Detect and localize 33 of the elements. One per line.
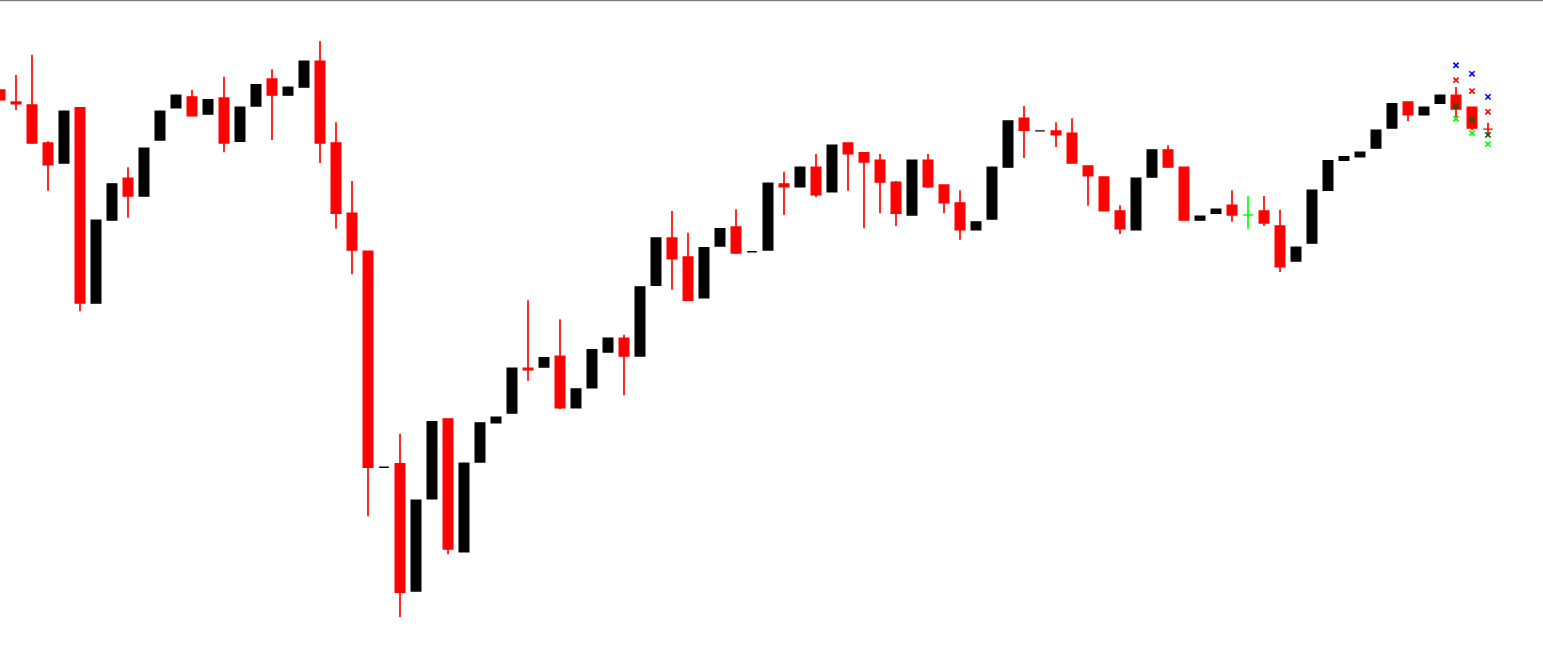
- point: [1484, 93, 1492, 101]
- candlestick: [1018, 105, 1030, 159]
- candlestick: [618, 333, 630, 397]
- point: [1468, 129, 1476, 137]
- candlestick: [1258, 195, 1270, 227]
- candlestick: [1114, 204, 1126, 235]
- candlestick: [666, 210, 678, 291]
- candlestick: [1162, 144, 1174, 169]
- candlestick: [1226, 189, 1238, 223]
- point: [1452, 61, 1460, 69]
- point: [1484, 108, 1492, 116]
- point: [1468, 70, 1476, 78]
- point: [1484, 131, 1492, 139]
- candlestick: [1082, 165, 1094, 207]
- candlestick: [570, 388, 582, 409]
- candlestick: [858, 151, 870, 230]
- point: [1468, 87, 1476, 95]
- candlestick: [938, 184, 950, 215]
- candlestick: [250, 84, 262, 107]
- point: [1452, 76, 1460, 84]
- candlestick: [186, 89, 198, 117]
- candlestick: [794, 166, 806, 188]
- candlestick: [522, 299, 534, 382]
- candlestick: [1050, 121, 1062, 148]
- point: [1484, 140, 1492, 148]
- candlestick: [874, 153, 886, 215]
- candlestick: [1402, 101, 1414, 122]
- candlestick: [266, 68, 278, 141]
- candlestick: [1242, 195, 1254, 230]
- candlestick: [42, 140, 54, 192]
- candlestick: [10, 74, 22, 111]
- candlestick: [122, 166, 134, 219]
- candlestick: [842, 142, 854, 192]
